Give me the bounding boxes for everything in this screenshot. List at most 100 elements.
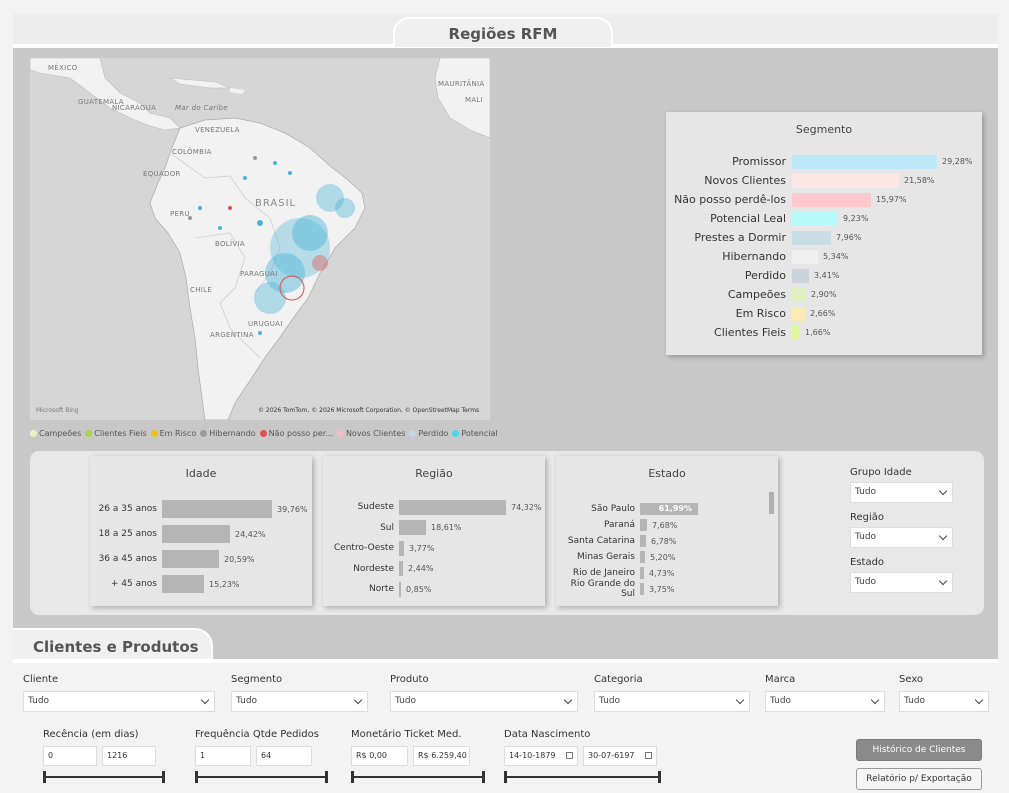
recencia-slider[interactable]	[43, 771, 165, 783]
produto-select[interactable]: Tudo	[390, 691, 578, 712]
estado-row[interactable]: Rio Grande do Sul 3,75%	[556, 579, 675, 599]
idade-row[interactable]: 26 a 35 anos 39,76%	[90, 500, 308, 518]
segmento-bar[interactable]	[792, 173, 899, 188]
categoria-select[interactable]: Tudo	[594, 691, 750, 712]
segmento-row[interactable]: Hibernando 5,34%	[666, 247, 982, 266]
regiao-select[interactable]: Tudo	[850, 527, 953, 548]
legend-dot	[259, 429, 267, 437]
segmento-row-label: Hibernando	[722, 250, 786, 263]
estado-bar[interactable]	[640, 567, 644, 579]
estado-bar[interactable]	[640, 551, 645, 563]
segmento-bar[interactable]	[792, 230, 831, 245]
idade-bar[interactable]	[162, 525, 230, 543]
slider-handle-max[interactable]	[482, 771, 485, 783]
grupo-idade-select[interactable]: Tudo	[850, 482, 953, 503]
estado-row[interactable]: Santa Catarina 6,78%	[556, 532, 676, 550]
regiao-bar[interactable]	[399, 520, 426, 535]
segmento-bar[interactable]	[792, 325, 800, 340]
relatorio-exportacao-button[interactable]: Relatório p/ Exportação	[856, 768, 982, 790]
regiao-bar[interactable]	[399, 540, 404, 556]
segmento-row[interactable]: Perdido 3,41%	[666, 266, 982, 285]
nascimento-min-input[interactable]: 14-10-1879	[504, 746, 578, 766]
segmento-bar[interactable]	[792, 268, 809, 283]
legend-item[interactable]: Não posso per...	[259, 429, 333, 438]
segmento-row[interactable]: Novos Clientes 21,58%	[666, 171, 982, 190]
segmento-bar[interactable]	[792, 249, 818, 264]
historico-clientes-button[interactable]: Histórico de Clientes	[856, 739, 982, 761]
nascimento-max-value: 30-07-6197	[588, 751, 635, 760]
monetario-max-input[interactable]: R$ 6.259,40	[413, 746, 470, 766]
segmento-row[interactable]: Campeões 2,90%	[666, 285, 982, 304]
regiao-row[interactable]: Nordeste 2,44%	[323, 560, 433, 578]
idade-row[interactable]: 18 a 25 anos 24,42%	[90, 525, 266, 543]
estado-bar[interactable]	[640, 519, 647, 531]
segmento-select[interactable]: Tudo	[231, 691, 368, 712]
slider-handle-max[interactable]	[658, 771, 661, 783]
segmento-row[interactable]: Clientes Fieis 1,66%	[666, 323, 982, 342]
regiao-row[interactable]: Sul 18,61%	[323, 519, 462, 537]
estado-row[interactable]: São Paulo 61,99%	[556, 500, 698, 518]
nascimento-slider[interactable]	[504, 771, 661, 783]
slider-handle-min[interactable]	[351, 771, 354, 783]
estado-bar[interactable]: 61,99%	[640, 503, 698, 515]
map-legend[interactable]: Campeões Clientes Fieis Em Risco Hibernando…	[30, 426, 500, 440]
regiao-bar[interactable]	[399, 499, 506, 515]
frequencia-max-input[interactable]: 64	[256, 746, 312, 766]
estado-row[interactable]: Paraná 7,68%	[556, 516, 677, 534]
segmento-bar[interactable]	[792, 287, 806, 302]
recencia-min-input[interactable]: 0	[43, 746, 97, 766]
regiao-bar[interactable]	[399, 561, 403, 576]
segmento-bar[interactable]	[792, 154, 937, 169]
recencia-max-input[interactable]: 1216	[102, 746, 156, 766]
legend-item[interactable]: Campeões	[30, 429, 81, 438]
idade-bar[interactable]	[162, 500, 272, 518]
map-copyright[interactable]: © 2026 TomTom, © 2026 Microsoft Corporat…	[258, 407, 480, 414]
legend-item[interactable]: Novos Clientes	[336, 429, 405, 438]
segmento-row[interactable]: Não posso perdê-los 15,97%	[666, 190, 982, 209]
slider-handle-max[interactable]	[162, 771, 165, 783]
calendar-icon[interactable]	[566, 752, 573, 759]
estado-row[interactable]: Minas Gerais 5,20%	[556, 548, 675, 566]
segmento-row[interactable]: Prestes a Dormir 7,96%	[666, 228, 982, 247]
regiao-row[interactable]: Norte 0,85%	[323, 580, 431, 598]
regiao-row[interactable]: Sudeste 74,32%	[323, 498, 542, 516]
segmento-row[interactable]: Promissor 29,28%	[666, 152, 982, 171]
idade-row[interactable]: + 45 anos 15,23%	[90, 575, 240, 593]
idade-bar[interactable]	[162, 550, 219, 568]
regiao-row-label: Nordeste	[353, 563, 394, 574]
estado-select[interactable]: Tudo	[850, 572, 953, 593]
regiao-bar[interactable]	[399, 581, 401, 597]
segmento-row[interactable]: Potencial Leal 9,23%	[666, 209, 982, 228]
idade-row[interactable]: 36 a 45 anos 20,59%	[90, 550, 255, 568]
frequencia-slider[interactable]	[195, 771, 328, 783]
monetario-min-input[interactable]: R$ 0,00	[351, 746, 408, 766]
frequencia-min-input[interactable]: 1	[195, 746, 251, 766]
calendar-icon[interactable]	[645, 752, 652, 759]
estado-bar[interactable]	[640, 583, 644, 595]
marca-select[interactable]: Tudo	[765, 691, 885, 712]
sexo-select[interactable]: Tudo	[899, 691, 989, 712]
map-visual[interactable]: MÉXICO GUATEMALA NICARÁGUA Mar do Caribe…	[30, 58, 490, 420]
slider-handle-max[interactable]	[325, 771, 328, 783]
slider-handle-min[interactable]	[195, 771, 198, 783]
estado-scrollbar[interactable]	[769, 492, 774, 514]
estado-bar[interactable]	[640, 535, 646, 547]
segmento-bar[interactable]	[792, 306, 805, 321]
legend-item[interactable]: Perdido	[409, 429, 448, 438]
legend-item[interactable]: Em Risco	[150, 429, 196, 438]
slider-handle-min[interactable]	[504, 771, 507, 783]
legend-item[interactable]: Potencial Leal	[452, 429, 500, 438]
regiao-row[interactable]: Centro-Oeste 3,77%	[323, 539, 434, 557]
cliente-select[interactable]: Tudo	[23, 691, 215, 712]
legend-item[interactable]: Hibernando	[200, 429, 256, 438]
regiao-row-label: Sudeste	[357, 502, 394, 512]
nascimento-max-input[interactable]: 30-07-6197	[583, 746, 657, 766]
estado-row[interactable]: Rio de Janeiro 4,73%	[556, 564, 674, 582]
idade-bar[interactable]	[162, 575, 204, 593]
segmento-row[interactable]: Em Risco 2,66%	[666, 304, 982, 323]
segmento-bar[interactable]	[792, 211, 838, 226]
slider-handle-min[interactable]	[43, 771, 46, 783]
segmento-bar[interactable]	[792, 192, 871, 207]
monetario-slider[interactable]	[351, 771, 485, 783]
legend-item[interactable]: Clientes Fieis	[85, 429, 147, 438]
